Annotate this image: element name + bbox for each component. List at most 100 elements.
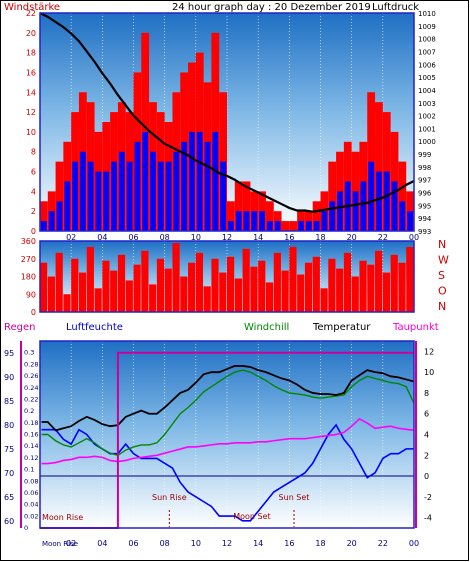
humidity-y-tick: 70 [4,469,14,478]
direction-bar [273,252,281,312]
direction-bar [117,254,126,312]
wind-average-bar [103,171,110,231]
temperature-legend: Temperatur [312,322,371,333]
wind-x-tick: 14 [253,233,263,242]
direction-bar [219,272,227,312]
temperature-x-tick: 06 [128,539,138,548]
direction-y-tick: 360 [21,237,36,246]
temperature-x-tick: 20 [347,539,357,548]
pressure-y-tick: 1006 [418,61,436,69]
wind-average-bar [150,151,156,231]
wind-average-bar [196,131,203,231]
rain-y-tick: 0.04 [24,501,38,509]
dewpoint-legend: Taupunkt [392,322,439,333]
rain-y-tick: 0.24 [24,384,38,392]
wind-x-tick: 22 [378,233,388,242]
temperature-x-tick: 04 [97,539,107,548]
temperature-x-tick: 14 [253,539,263,548]
wind-y-tick: 10 [26,128,36,137]
rain-y-tick: 0.3 [24,349,34,357]
wind-average-bar [235,211,242,231]
wind-average-bar [298,221,304,231]
temperature-line [41,365,415,432]
wind-average-bar [337,191,343,231]
wind-y-tick: 0 [31,227,36,236]
temperature-y-tick: 8 [424,389,429,398]
direction-bar [211,258,219,312]
wind-x-tick: 18 [315,233,325,242]
pressure-y-tick: 1001 [418,125,436,133]
humidity-y-tick: 65 [4,493,14,502]
wind-gust-bar [40,201,48,231]
wind-average-bar [305,221,312,231]
rain-y-tick: 0 [24,524,28,532]
temperature-x-tick: 02 [66,539,76,548]
direction-bar [78,272,87,312]
wind-average-bar [126,161,133,231]
rain-legend: Regen [4,322,36,333]
direction-bar [375,250,383,312]
direction-bar [47,276,55,312]
direction-bar [125,280,133,312]
rain-y-tick: 0.06 [24,489,38,497]
wind-gust-bar [242,181,251,231]
wind-gust-bar [398,161,407,231]
wind-x-tick: 20 [347,233,357,242]
humidity-y-tick: 80 [4,421,14,430]
pressure-y-tick: 1008 [418,36,436,44]
direction-bar [242,248,250,312]
direction-bar [406,246,414,312]
temperature-y-tick: -4 [424,514,432,523]
wind-average-bar [118,151,125,231]
rain-y-tick: 0.18 [24,419,38,427]
wind-average-bar [407,211,413,231]
pressure-y-tick: 1002 [418,113,436,121]
wind-average-bar [64,181,71,231]
direction-bar [351,276,359,312]
pressure-y-tick: 996 [418,190,432,198]
wind-average-bar [56,201,63,231]
wind-y-tick: 14 [26,88,36,97]
temperature-x-tick: 22 [378,539,388,548]
direction-bar [367,264,375,312]
wind-y-tick: 2 [31,207,36,216]
wind-gust-bar [234,181,243,231]
direction-bar [156,258,165,312]
compass-label: S [438,269,445,282]
wind-average-bar [329,201,336,231]
wind-average-bar [321,211,328,231]
wind-average-bar [383,171,390,231]
wind-average-bar [204,141,211,231]
temperature-x-tick: 08 [160,539,170,548]
pressure-y-tick: 1010 [418,10,436,18]
wind-average-bar [95,171,102,231]
temperature-x-tick: 12 [222,539,232,548]
wind-gust-bar [55,161,64,231]
wind-average-bar [259,211,265,231]
pressure-y-tick: 998 [418,164,431,172]
wind-y-tick: 6 [31,168,36,177]
wind-x-tick: 12 [222,233,232,242]
windchill-line [41,369,415,457]
sun-rise-label: Sun Rise [152,493,187,502]
direction-bar [172,242,180,312]
rain-y-tick: 0.12 [24,454,38,462]
wind-average-bar [41,221,47,231]
rain-y-tick: 0.1 [24,466,34,474]
temperature-panel-frame [39,340,415,529]
direction-bar [328,258,336,312]
wind-bars [40,32,414,232]
wind-y-tick: 22 [26,9,36,18]
wind-average-bar [72,161,78,231]
direction-y-tick: 180 [21,273,36,282]
graph-title: 24 hour graph day : 20 Dezember 2019 [172,2,371,13]
temperature-y-tick: 6 [424,410,429,419]
wind-y-tick: 4 [31,187,36,196]
wind-average-bar [243,211,250,231]
wind-panel-frame [39,12,415,232]
pressure-label: Luftdruck [372,2,419,13]
pressure-y-tick: 1003 [418,100,436,108]
pressure-y-tick: 994 [418,215,432,223]
temperature-y-tick: 2 [424,451,429,460]
wind-average-bar [220,161,226,231]
